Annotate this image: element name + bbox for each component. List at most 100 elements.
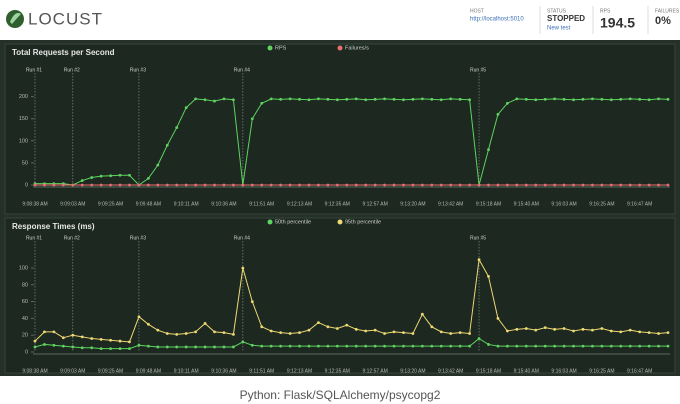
data-point [194,345,198,349]
data-point [269,329,273,333]
data-point [52,343,56,347]
data-point [203,345,207,349]
data-point [90,337,94,340]
data-point [477,337,481,340]
data-point [175,183,179,187]
data-point [600,183,604,187]
data-point [241,340,245,344]
data-point [232,98,235,102]
data-point [468,183,471,187]
data-point [562,183,566,187]
data-point [534,344,538,348]
data-point [505,344,509,348]
legend-swatch [267,45,273,51]
data-point [165,183,169,187]
logo-text[interactable]: LOCUST [28,9,103,28]
data-point [156,328,160,332]
data-point [156,163,160,167]
data-point [496,183,500,187]
data-point [137,315,141,319]
x-tick-label: 9:13:20 AM [400,201,425,207]
data-point [307,344,311,348]
data-point [137,343,141,347]
x-tick-label: 9:10:11 AM [174,368,199,374]
data-point [458,344,462,348]
data-point [439,183,443,187]
data-point [581,344,585,348]
data-point [80,346,84,350]
new-test-link[interactable]: New test [547,26,571,32]
data-point [647,331,651,335]
data-point [647,98,651,102]
data-point [184,183,188,187]
legend-swatch [337,219,343,225]
data-point [109,183,112,187]
data-point [71,333,75,337]
y-tick-label: 100 [19,138,28,144]
x-tick-label: 9:13:20 AM [400,368,425,374]
data-point [524,183,528,187]
x-tick-label: 9:16:47 AM [627,201,652,207]
data-point [572,183,575,187]
x-tick-label: 9:10:36 AM [211,368,236,374]
data-point [118,339,122,343]
data-point [260,344,264,348]
data-point [402,183,405,187]
data-point [657,97,660,101]
data-point [524,344,528,348]
data-point [572,329,575,333]
data-point [128,173,131,177]
data-point [657,183,660,187]
data-point [402,331,405,335]
x-tick-label: 9:12:57 AM [362,201,387,207]
data-point [420,183,424,187]
run-label: Run #1 [26,235,42,241]
chart-title: Response Times (ms) [12,222,95,231]
data-point [61,344,65,348]
y-tick-label: 100 [19,265,28,271]
data-point [156,183,160,187]
x-tick-label: 9:15:18 AM [476,368,501,374]
data-point [553,344,557,348]
data-point [430,183,434,187]
data-point [317,183,320,187]
series-line [34,258,669,343]
data-point [241,266,245,270]
data-point [307,328,311,332]
data-point [619,330,623,334]
y-tick-label: 150 [19,116,28,122]
data-point [307,98,311,102]
data-point [657,344,660,348]
data-point [666,183,670,187]
x-tick-label: 9:08:38 AM [22,201,47,207]
x-tick-label: 9:12:35 AM [325,201,350,207]
data-point [128,347,131,351]
data-point [383,183,386,187]
data-point [345,323,349,327]
run-label: Run #2 [64,235,80,241]
data-point [298,344,301,348]
data-point [411,344,415,348]
data-point [194,183,198,187]
data-point [33,345,37,349]
data-point [335,327,339,330]
data-point [279,331,283,335]
data-point [203,98,207,102]
data-point [213,345,216,349]
data-point [420,97,424,101]
data-point [572,98,575,102]
data-point [420,312,424,316]
data-point [402,98,405,102]
x-tick-label: 9:15:40 AM [514,368,539,374]
data-point [165,143,169,147]
data-point [250,343,254,347]
rps-value: 194.5 [600,15,635,31]
x-tick-label: 9:16:25 AM [589,368,614,374]
data-point [222,345,226,349]
data-point [496,112,500,116]
data-point [515,344,519,348]
data-point [543,344,547,348]
data-point [213,330,216,334]
data-point [279,183,283,187]
data-point [128,340,131,344]
